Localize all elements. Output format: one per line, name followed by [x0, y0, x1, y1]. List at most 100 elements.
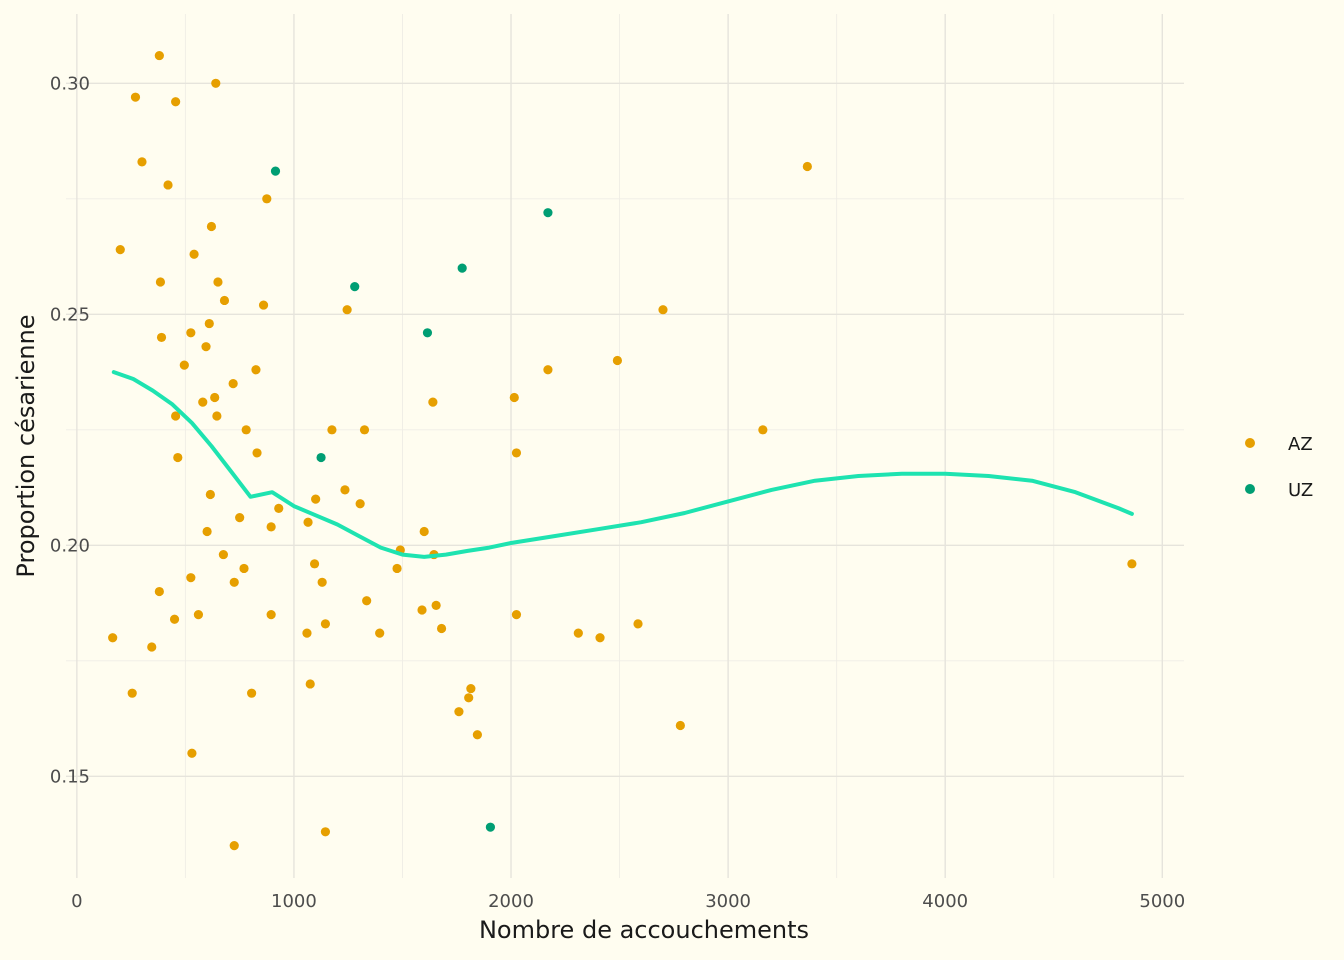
- legend-label-uz: UZ: [1288, 480, 1313, 501]
- data-point-az: [309, 559, 320, 569]
- data-point-az: [193, 610, 204, 620]
- data-point-az: [359, 425, 370, 435]
- data-point-az: [509, 392, 519, 403]
- data-point-az: [228, 379, 238, 389]
- data-point-az: [258, 300, 269, 310]
- data-point-az: [156, 332, 167, 343]
- data-point-az: [472, 730, 482, 740]
- x-tick-label: 0: [71, 891, 82, 912]
- data-point-az: [212, 411, 222, 421]
- smoothed-trend-line: [111, 370, 1134, 559]
- legend-marker-uz: [1245, 484, 1255, 494]
- data-point-az: [235, 513, 245, 523]
- x-axis-title: Nombre de accouchements: [479, 916, 809, 944]
- minor-gridlines: [66, 14, 1184, 878]
- y-tick-label: 0.30: [50, 73, 90, 94]
- data-point-az: [419, 526, 429, 537]
- data-point-az: [154, 50, 164, 61]
- data-point-az: [436, 623, 447, 634]
- data-point-az: [127, 688, 137, 698]
- data-point-az: [187, 748, 197, 758]
- data-point-az: [305, 679, 315, 689]
- data-point-az: [205, 489, 215, 500]
- data-point-az: [302, 628, 312, 638]
- data-point-az: [154, 586, 164, 597]
- data-point-az: [375, 628, 385, 638]
- data-point-az: [573, 628, 583, 638]
- data-point-az: [130, 92, 141, 102]
- x-tick-label: 4000: [922, 891, 968, 912]
- data-point-az: [189, 249, 199, 259]
- data-point-az: [417, 605, 427, 615]
- data-point-uz: [422, 328, 433, 338]
- data-point-az: [241, 425, 251, 435]
- data-point-az: [633, 619, 643, 629]
- data-point-az: [229, 841, 239, 851]
- data-point-uz: [543, 208, 553, 218]
- data-point-az: [186, 328, 196, 338]
- data-point-az: [211, 78, 221, 88]
- data-point-az: [169, 614, 180, 624]
- y-tick-label: 0.25: [50, 304, 90, 325]
- data-point-az: [431, 600, 441, 611]
- x-tick-label: 1000: [271, 891, 317, 912]
- data-point-az: [454, 707, 464, 717]
- data-point-az: [247, 688, 257, 698]
- data-point-az: [163, 180, 173, 190]
- series-az-points: [108, 50, 1137, 851]
- data-point-az: [173, 452, 183, 463]
- data-point-az: [206, 221, 217, 232]
- data-point-az: [311, 494, 321, 504]
- data-point-az: [147, 642, 157, 652]
- data-point-az: [218, 549, 228, 560]
- data-point-az: [108, 633, 118, 643]
- y-tick-label: 0.20: [50, 535, 90, 556]
- y-tick-label: 0.15: [50, 766, 90, 787]
- data-point-az: [340, 485, 350, 495]
- data-point-az: [201, 342, 211, 352]
- data-point-az: [219, 295, 230, 306]
- major-gridlines: [66, 14, 1184, 878]
- x-tick-label: 2000: [488, 891, 534, 912]
- data-point-az: [317, 577, 327, 587]
- data-point-az: [213, 277, 223, 287]
- data-point-az: [210, 392, 220, 403]
- data-point-az: [266, 610, 276, 620]
- data-point-az: [179, 360, 189, 370]
- series-uz-points: [270, 166, 553, 832]
- data-point-az: [137, 157, 147, 167]
- legend: AZ UZ: [1245, 434, 1313, 501]
- data-point-az: [511, 610, 522, 620]
- data-point-az: [320, 827, 331, 837]
- data-point-uz: [270, 166, 281, 176]
- data-point-az: [675, 720, 685, 731]
- data-point-az: [252, 448, 262, 458]
- x-axis-tick-labels: 0 1000 2000 3000 4000 5000: [71, 891, 1185, 912]
- data-point-az: [171, 411, 181, 421]
- data-point-az: [595, 633, 605, 643]
- data-point-az: [466, 683, 476, 694]
- data-point-az: [428, 397, 438, 407]
- data-point-az: [327, 425, 337, 435]
- data-point-az: [342, 305, 352, 315]
- data-point-uz: [350, 281, 360, 292]
- data-point-az: [511, 448, 522, 458]
- data-point-az: [362, 596, 372, 606]
- y-axis-title: Proportion césarienne: [12, 314, 40, 577]
- y-axis-tick-labels: 0.15 0.20 0.25 0.30: [50, 73, 90, 787]
- data-point-az: [262, 194, 272, 204]
- data-point-az: [464, 693, 474, 703]
- x-tick-label: 3000: [705, 891, 751, 912]
- data-point-az: [115, 245, 125, 255]
- data-point-az: [251, 365, 261, 375]
- data-point-az: [802, 161, 812, 172]
- data-point-az: [198, 397, 208, 407]
- data-point-az: [204, 318, 214, 329]
- data-point-az: [266, 522, 276, 532]
- data-point-az: [274, 503, 284, 513]
- data-point-az: [1127, 559, 1137, 569]
- data-point-az: [543, 365, 553, 375]
- data-point-az: [229, 577, 239, 587]
- data-point-az: [612, 355, 623, 366]
